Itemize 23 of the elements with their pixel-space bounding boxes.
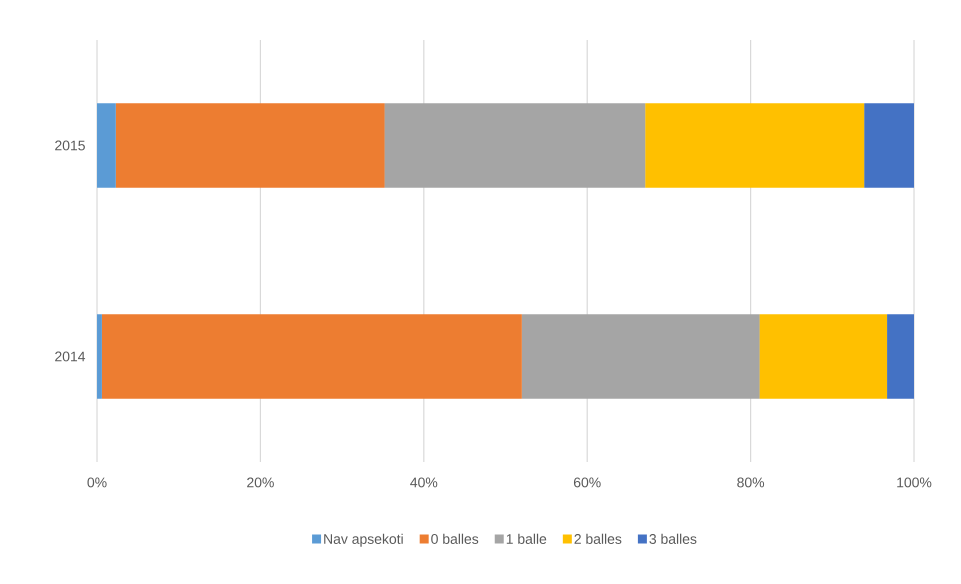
x-tick-label: 20% xyxy=(247,478,274,488)
y-tick-label: 2015 xyxy=(55,140,85,150)
legend-label: Nav apsekoti xyxy=(324,534,403,547)
bar xyxy=(645,103,864,188)
bar xyxy=(760,314,888,399)
bar xyxy=(384,103,646,188)
x-tick-label: 40% xyxy=(410,478,438,488)
bar xyxy=(887,314,914,399)
x-tick-label: 0% xyxy=(87,478,107,488)
legend-label: 2 balles xyxy=(574,534,622,544)
x-tick-label: 80% xyxy=(737,478,764,488)
bar xyxy=(116,103,385,188)
x-tick-label: 100% xyxy=(897,478,932,488)
bar xyxy=(864,103,914,188)
bar xyxy=(102,314,522,399)
bar xyxy=(522,314,760,399)
legend-label: 0 balles xyxy=(431,534,478,544)
bar xyxy=(97,103,116,188)
bar xyxy=(97,314,102,399)
x-tick-label: 60% xyxy=(574,478,601,488)
legend-label: 3 balles xyxy=(649,534,696,544)
legend-label: 1 balle xyxy=(506,534,546,544)
y-tick-label: 2014 xyxy=(55,352,86,362)
